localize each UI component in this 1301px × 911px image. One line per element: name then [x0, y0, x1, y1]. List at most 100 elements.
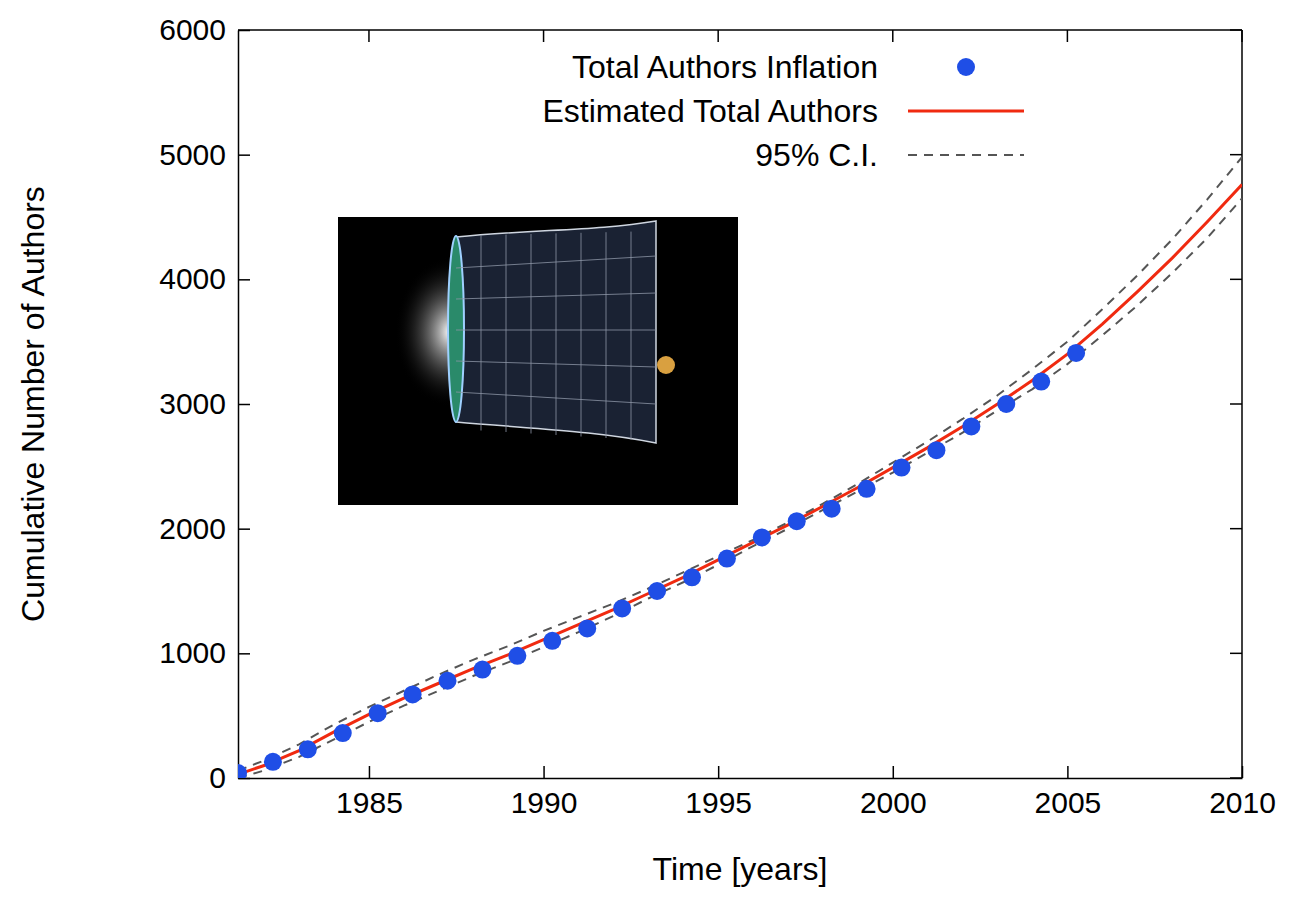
legend-label: Total Authors Inflation: [572, 49, 878, 85]
y-axis-title: Cumulative Number of Authors: [15, 186, 51, 622]
data-point: [1032, 373, 1050, 391]
tick-mark: [369, 766, 371, 778]
tick-mark: [1230, 29, 1242, 31]
y-axis: 0 1000 2000 3000 4000 5000 6000: [159, 13, 250, 794]
inset-grid: [556, 233, 557, 435]
tick-label: 1000: [159, 636, 226, 669]
tick-mark: [717, 30, 719, 42]
tick: 2000: [860, 766, 927, 819]
x-axis-title: Time [years]: [653, 851, 828, 887]
inset-grid: [456, 392, 656, 404]
tick: 1000: [159, 636, 250, 669]
tick-mark: [543, 30, 545, 42]
inset-grid: [506, 235, 507, 432]
tick: 4000: [159, 262, 250, 295]
legend-symbol: [908, 154, 1024, 156]
inset-grid: [481, 235, 482, 430]
tick: 1995: [685, 766, 752, 819]
data-point: [893, 459, 911, 477]
inset-image: [338, 217, 738, 505]
tick: 6000: [159, 13, 250, 46]
plot-area: [238, 157, 1242, 778]
data-point: [238, 764, 247, 778]
ci-upper: [238, 157, 1242, 770]
inset-grid: [456, 256, 656, 268]
tick-mark: [368, 30, 370, 42]
data-point: [962, 417, 980, 435]
data-point: [334, 724, 352, 742]
tick-mark: [1230, 154, 1242, 156]
inset-funnel: [456, 221, 656, 443]
legend: Total Authors Inflation Estimated Total A…: [542, 49, 1024, 173]
data-point: [508, 647, 526, 665]
tick-mark: [1067, 30, 1069, 42]
tick-mark: [892, 30, 894, 42]
data-point: [543, 632, 561, 650]
tick-mark: [238, 528, 250, 530]
tick-label: 2000: [860, 786, 927, 819]
legend-symbol: [957, 58, 975, 76]
inset-grid: [531, 234, 532, 434]
tick: 3000: [159, 387, 250, 420]
inset-grid: [456, 330, 656, 331]
tick-label: 2010: [1209, 786, 1276, 819]
inset-background: [338, 217, 738, 505]
tick-mark: [238, 279, 250, 281]
legend-symbol: [908, 110, 1024, 113]
chart: 1985 1990 1995 2000 2005 2010 0 1000 2000 3000 400…: [0, 0, 1301, 911]
tick-mark: [1230, 653, 1242, 655]
data-point: [369, 704, 387, 722]
tick-label: 1995: [685, 786, 752, 819]
tick-label: 2005: [1035, 786, 1102, 819]
tick-mark: [1241, 30, 1243, 42]
data-point: [613, 599, 631, 617]
inset-grid: [456, 293, 656, 299]
tick: 2005: [1035, 766, 1102, 819]
data-point: [1067, 344, 1085, 362]
tick: 5000: [159, 138, 250, 171]
fit-line: [238, 185, 1242, 775]
data-point: [578, 619, 596, 637]
inset-grid: [581, 233, 582, 437]
tick-mark: [238, 404, 250, 406]
tick-mark: [1230, 403, 1242, 405]
tick-mark: [238, 653, 250, 655]
tick-mark: [1230, 528, 1242, 530]
inset-grid: [631, 232, 632, 440]
data-point: [858, 480, 876, 498]
data-point: [823, 500, 841, 518]
frame-top: [238, 29, 1242, 31]
inset-probe: [657, 356, 675, 374]
tick-label: 6000: [159, 13, 226, 46]
x-axis: 1985 1990 1995 2000 2005 2010: [239, 766, 1276, 819]
tick-mark: [893, 766, 895, 778]
data-point: [299, 740, 317, 758]
frame: [238, 30, 1242, 778]
tick-label: 4000: [159, 262, 226, 295]
axis-line: [239, 778, 1243, 780]
tick: 0: [209, 761, 250, 794]
data-point: [264, 753, 282, 771]
tick: 1990: [511, 766, 578, 819]
tick-mark: [718, 766, 720, 778]
tick-mark: [1230, 279, 1242, 281]
tick-label: 1990: [511, 786, 578, 819]
inset-cmb: [448, 236, 464, 422]
inset-grid: [456, 361, 656, 367]
data-point: [404, 685, 422, 703]
data-point: [648, 582, 666, 600]
tick-label: 5000: [159, 138, 226, 171]
tick-label: 2000: [159, 512, 226, 545]
legend-label: 95% C.I.: [755, 137, 878, 173]
inset-grid: [606, 232, 607, 438]
data-point: [753, 528, 771, 546]
legend-label: Estimated Total Authors: [542, 93, 878, 129]
tick-mark: [1230, 777, 1242, 779]
tick-mark: [1067, 766, 1069, 778]
tick-label: 0: [209, 761, 226, 794]
data-point: [997, 395, 1015, 413]
data-point: [683, 568, 701, 586]
data-point: [473, 661, 491, 679]
tick: 1985: [336, 766, 403, 819]
data-point: [788, 512, 806, 530]
